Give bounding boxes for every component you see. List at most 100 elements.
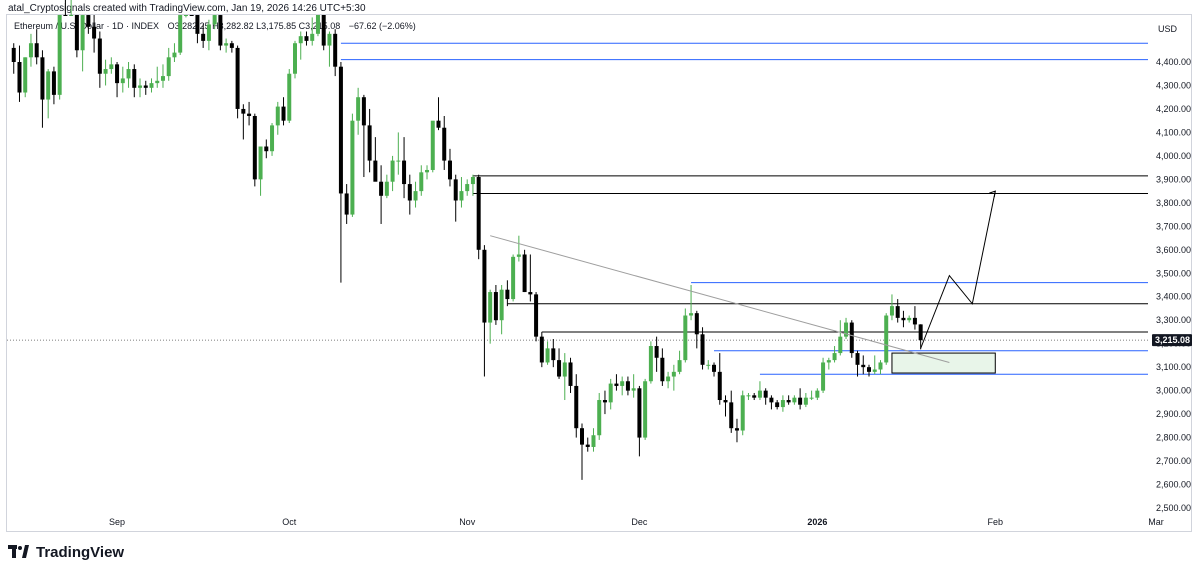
candle-body bbox=[545, 348, 550, 363]
candle-body bbox=[901, 317, 906, 321]
candle-body bbox=[763, 390, 768, 398]
candle-body bbox=[160, 76, 165, 81]
support-zone-layer bbox=[891, 352, 996, 374]
candle-body bbox=[402, 160, 407, 185]
currency-label[interactable]: USD bbox=[1158, 24, 1178, 34]
candle-body bbox=[867, 367, 871, 372]
candle-body bbox=[677, 360, 682, 372]
candle-body bbox=[206, 24, 211, 41]
candle-body bbox=[493, 292, 498, 321]
candle-body bbox=[476, 177, 481, 250]
candle-body bbox=[97, 38, 102, 74]
price-tick-label: 3,100.00 bbox=[1156, 362, 1191, 372]
candle-body bbox=[683, 315, 688, 361]
price-tick-label: 4,100.00 bbox=[1156, 127, 1191, 137]
horizontal-levels bbox=[7, 42, 1148, 375]
candle-body bbox=[80, 15, 85, 51]
candle-body bbox=[597, 400, 602, 436]
candle-body bbox=[120, 78, 125, 84]
candle-body bbox=[769, 397, 774, 403]
candle-body bbox=[855, 353, 860, 365]
projection-arrowhead bbox=[989, 190, 996, 198]
candle-body bbox=[918, 324, 923, 341]
candle-body bbox=[832, 353, 837, 361]
candle-body bbox=[310, 33, 315, 41]
candle-body bbox=[258, 146, 263, 180]
projection-path bbox=[920, 191, 996, 349]
candle-body bbox=[413, 191, 418, 201]
candle-body bbox=[643, 381, 648, 438]
candle-body bbox=[86, 15, 91, 27]
candle-body bbox=[40, 57, 45, 100]
candle-body bbox=[293, 43, 297, 74]
candle-body bbox=[585, 444, 590, 447]
candle-body bbox=[511, 256, 516, 300]
candle-body bbox=[34, 43, 39, 58]
candle-body bbox=[166, 57, 171, 77]
price-axis[interactable]: USD 4,400.00 4,300.00 4,200.00 4,100.00 4,00… bbox=[1152, 24, 1192, 513]
candle-body bbox=[315, 15, 320, 34]
candle-body bbox=[92, 26, 97, 39]
candle-body bbox=[912, 317, 917, 325]
price-tick-label: 2,500.00 bbox=[1156, 503, 1191, 513]
candle-body bbox=[264, 146, 269, 152]
candle-body bbox=[895, 306, 900, 318]
candle-body bbox=[734, 428, 739, 431]
candle-body bbox=[344, 193, 349, 215]
candle-body bbox=[505, 289, 510, 300]
candle-body bbox=[602, 400, 607, 403]
candle-body bbox=[287, 73, 292, 121]
candle-body bbox=[241, 108, 246, 114]
candle-body bbox=[155, 80, 160, 84]
candle-body bbox=[51, 71, 56, 95]
time-axis[interactable]: Sep Oct Nov Dec 2026 Feb Mar bbox=[109, 517, 1164, 527]
candle-body bbox=[338, 66, 343, 194]
candle-body bbox=[321, 15, 326, 46]
candle-body bbox=[694, 313, 699, 335]
candle-body bbox=[849, 322, 854, 354]
candle-body bbox=[63, 15, 68, 16]
candle-body bbox=[539, 336, 544, 363]
time-tick-label: Feb bbox=[988, 517, 1004, 527]
candle-body bbox=[373, 160, 378, 182]
candle-body bbox=[275, 106, 280, 126]
candle-body bbox=[304, 36, 309, 41]
candle-body bbox=[740, 395, 745, 431]
candle-body bbox=[803, 397, 808, 405]
candle-body bbox=[729, 402, 734, 429]
candle-body bbox=[712, 364, 717, 372]
candle-body bbox=[499, 289, 504, 321]
candle-body bbox=[390, 160, 395, 182]
candle-body bbox=[183, 15, 188, 16]
brand-name: TradingView bbox=[36, 543, 125, 561]
price-tick-label: 2,600.00 bbox=[1156, 480, 1191, 490]
candle-body bbox=[580, 428, 584, 445]
candle-body bbox=[396, 160, 401, 162]
time-tick-label: Sep bbox=[109, 517, 125, 527]
candle-body bbox=[884, 315, 889, 363]
time-tick-label: 2026 bbox=[807, 517, 827, 527]
tradingview-logo[interactable]: TradingView bbox=[8, 542, 124, 562]
candle-body bbox=[792, 397, 797, 403]
candle-body bbox=[631, 388, 636, 391]
candle-body bbox=[201, 33, 206, 41]
price-tick-label: 3,900.00 bbox=[1156, 174, 1191, 184]
candle-body bbox=[367, 125, 372, 161]
candle-body bbox=[671, 371, 676, 377]
candle-body bbox=[752, 395, 757, 398]
trend-line bbox=[490, 235, 950, 363]
candle-body bbox=[608, 383, 613, 403]
time-tick-label: Mar bbox=[1148, 517, 1164, 527]
candle-body bbox=[780, 400, 785, 408]
candle-body bbox=[356, 97, 361, 121]
candle-body bbox=[746, 395, 751, 397]
candle-body bbox=[689, 313, 694, 316]
price-tick-label: 3,500.00 bbox=[1156, 268, 1191, 278]
candle-body bbox=[453, 179, 458, 201]
candle-body bbox=[28, 43, 33, 58]
candle-body bbox=[224, 43, 229, 46]
candle-body bbox=[384, 181, 389, 196]
candle-body bbox=[379, 181, 384, 196]
candle-body bbox=[654, 346, 659, 358]
